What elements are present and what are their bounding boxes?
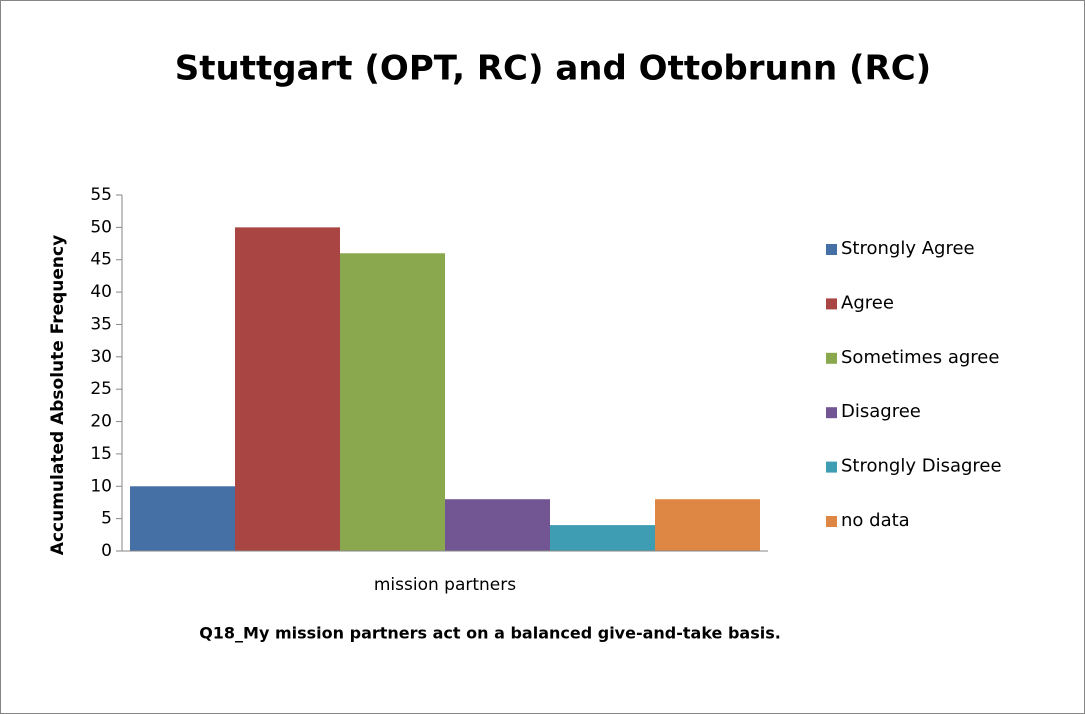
legend-label: Sometimes agree [841, 347, 999, 368]
legend-label: Disagree [841, 401, 921, 422]
bar [550, 525, 655, 551]
x-axis-label: Q18_My mission partners act on a balance… [199, 624, 781, 643]
legend-swatch [826, 244, 837, 255]
y-tick-label: 25 [90, 379, 112, 399]
bar [445, 499, 550, 551]
y-tick-label: 5 [101, 509, 112, 529]
y-tick-label: 50 [90, 217, 112, 237]
y-axis-label: Accumulated Absolute Frequency [48, 235, 68, 555]
y-tick-label: 20 [90, 412, 112, 432]
legend-swatch [826, 516, 837, 527]
y-tick-label: 0 [101, 541, 112, 561]
bar [340, 253, 445, 551]
bar [130, 486, 235, 551]
y-tick-label: 45 [90, 250, 112, 270]
legend-label: Agree [841, 292, 894, 313]
legend-swatch [826, 407, 837, 419]
legend-label: Strongly Agree [841, 238, 975, 259]
y-tick-label: 35 [90, 314, 112, 334]
y-tick-label: 55 [90, 185, 112, 205]
legend-swatch [826, 461, 837, 473]
y-tick-label: 15 [90, 444, 112, 464]
chart-title: Stuttgart (OPT, RC) and Ottobrunn (RC) [175, 49, 931, 89]
legend-swatch [826, 352, 837, 364]
legend-swatch [826, 298, 837, 310]
y-tick-label: 40 [90, 282, 112, 302]
bar [655, 499, 760, 551]
legend-label: no data [841, 510, 910, 531]
legend-label: Strongly Disagree [841, 456, 1002, 477]
x-tick-label: mission partners [374, 575, 516, 595]
y-tick-label: 10 [90, 476, 112, 496]
y-tick-label: 30 [90, 347, 112, 367]
bar [235, 227, 340, 551]
